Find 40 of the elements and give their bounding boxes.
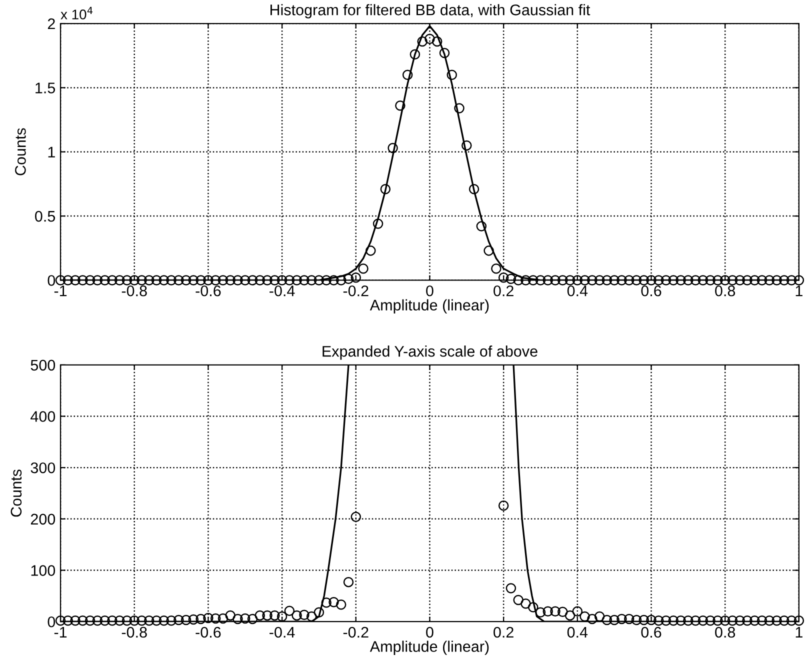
x-axis-title: Amplitude (linear)	[370, 299, 489, 314]
y-tick-label: 100	[31, 565, 56, 576]
x-tick-label: 1	[796, 627, 802, 638]
x-tick-label: -0.4	[270, 626, 295, 638]
x-tick-label: -0.8	[122, 626, 147, 638]
x-tick-label: 0.4	[567, 285, 588, 296]
x-tick-label: -0.2	[343, 626, 368, 638]
x-tick-label: 1	[796, 286, 802, 296]
x-axis-title: Amplitude (linear)	[370, 640, 489, 655]
x-tick-label: 0.8	[715, 285, 736, 296]
x-tick-label: 0.4	[567, 626, 588, 638]
chart-title: Expanded Y-axis scale of above	[322, 346, 538, 360]
x-tick-label: 0.2	[494, 626, 514, 638]
x-tick-label: 0	[426, 285, 434, 296]
y-axis-title: Counts	[10, 470, 22, 517]
x-tick-label: -1	[54, 286, 67, 296]
y-tick-label: 1.5	[36, 82, 56, 94]
text: x 10$^{4}$	[60, 6, 93, 20]
y-tick-label: 300	[30, 462, 56, 474]
y-tick-label: 0	[48, 275, 56, 286]
x-tick-label: -0.4	[270, 285, 295, 296]
x-tick-label: 0.6	[641, 285, 662, 296]
x-tick-label: -1	[54, 627, 67, 638]
y-tick-label: 1	[48, 146, 55, 158]
x-tick-label: -0.6	[196, 285, 221, 296]
x-tick-label: 0.6	[641, 626, 662, 638]
y-tick-label: 400	[30, 411, 56, 422]
y-tick-label: 0.5	[35, 210, 56, 222]
x-tick-label: 0.2	[494, 285, 514, 296]
y-tick-label: 500	[30, 360, 56, 371]
y-tick-label: 0	[48, 616, 56, 628]
y-axis-title: Counts	[15, 128, 26, 176]
x-tick-label: -0.6	[196, 626, 221, 638]
x-tick-label: 0.8	[715, 626, 736, 638]
chart-title: Histogram for filtered BB data, with Gaussian fit	[270, 4, 590, 18]
y-tick-label: 2	[48, 18, 55, 30]
x-tick-label: -0.8	[122, 285, 147, 296]
x-tick-label: 0	[426, 626, 434, 638]
y-tick-label: 200	[30, 514, 56, 525]
x-tick-label: -0.2	[343, 285, 368, 296]
